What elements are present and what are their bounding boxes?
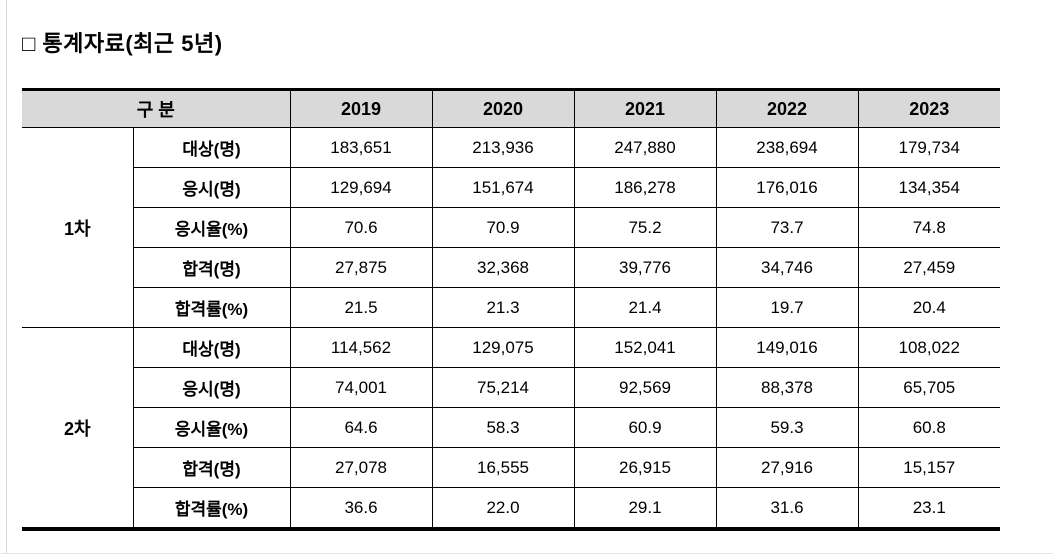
- column-header-year: 2023: [857, 89, 1000, 128]
- row-label: 합격(명): [133, 247, 291, 288]
- value-cell: 129,694: [289, 167, 433, 208]
- value-cell: 152,041: [573, 327, 717, 368]
- table-row: 1차 대상(명) 183,651 213,936 247,880 238,694…: [22, 127, 1000, 328]
- row-group-round1: 1차: [22, 127, 134, 328]
- value-cell: 134,354: [857, 167, 1000, 208]
- table-row: 응시율(%) 70.6 70.9 75.2 73.7 74.8: [22, 207, 1000, 248]
- value-cell: 70.9: [431, 207, 575, 248]
- value-cell: 60.8: [857, 407, 1000, 448]
- value-cell: 27,916: [715, 447, 859, 488]
- table-row: 합격(명) 27,078 16,555 26,915 27,916 15,157: [22, 447, 1000, 488]
- value-cell: 75.2: [573, 207, 717, 248]
- value-cell: 59.3: [715, 407, 859, 448]
- value-cell: 129,075: [431, 327, 575, 368]
- value-cell: 64.6: [289, 407, 433, 448]
- value-cell: 19.7: [715, 287, 859, 328]
- table-row: 2차 대상(명) 114,562 129,075 152,041 149,016…: [22, 327, 1000, 530]
- value-cell: 70.6: [289, 207, 433, 248]
- value-cell: 21.3: [431, 287, 575, 328]
- value-cell: 75,214: [431, 367, 575, 408]
- value-cell: 36.6: [289, 487, 433, 530]
- value-cell: 114,562: [289, 327, 433, 368]
- value-cell: 88,378: [715, 367, 859, 408]
- value-cell: 20.4: [857, 287, 1000, 328]
- value-cell: 34,746: [715, 247, 859, 288]
- column-header-year: 2020: [431, 89, 575, 128]
- page-title: □ 통계자료(최근 5년): [22, 31, 223, 56]
- value-cell: 60.9: [573, 407, 717, 448]
- row-label: 합격률(%): [133, 487, 291, 530]
- table-row: 합격률(%) 36.6 22.0 29.1 31.6 23.1: [22, 487, 1000, 530]
- value-cell: 27,078: [289, 447, 433, 488]
- value-cell: 151,674: [431, 167, 575, 208]
- value-cell: 108,022: [857, 327, 1000, 368]
- row-label: 합격률(%): [133, 287, 291, 328]
- value-cell: 179,734: [857, 127, 1000, 168]
- value-cell: 22.0: [431, 487, 575, 530]
- table-row: 합격(명) 27,875 32,368 39,776 34,746 27,459: [22, 247, 1000, 288]
- value-cell: 15,157: [857, 447, 1000, 488]
- value-cell: 92,569: [573, 367, 717, 408]
- value-cell: 213,936: [431, 127, 575, 168]
- value-cell: 74,001: [289, 367, 433, 408]
- column-header-year: 2022: [715, 89, 859, 128]
- row-label: 합격(명): [133, 447, 291, 488]
- row-label: 응시율(%): [133, 407, 291, 448]
- row-label: 응시(명): [133, 367, 291, 408]
- statistics-table: 구 분 2019 2020 2021 2022 2023 1차 대상(명) 18…: [22, 88, 1000, 531]
- value-cell: 32,368: [431, 247, 575, 288]
- table-row: 응시(명) 74,001 75,214 92,569 88,378 65,705: [22, 367, 1000, 408]
- value-cell: 26,915: [573, 447, 717, 488]
- value-cell: 27,459: [857, 247, 1000, 288]
- value-cell: 31.6: [715, 487, 859, 530]
- row-label: 응시(명): [133, 167, 291, 208]
- table-row: 응시(명) 129,694 151,674 186,278 176,016 13…: [22, 167, 1000, 208]
- value-cell: 74.8: [857, 207, 1000, 248]
- value-cell: 176,016: [715, 167, 859, 208]
- column-header-year: 2019: [289, 89, 433, 128]
- value-cell: 73.7: [715, 207, 859, 248]
- table-header-row: 구 분 2019 2020 2021 2022 2023: [22, 89, 1000, 128]
- value-cell: 247,880: [573, 127, 717, 168]
- value-cell: 186,278: [573, 167, 717, 208]
- value-cell: 23.1: [857, 487, 1000, 530]
- value-cell: 27,875: [289, 247, 433, 288]
- row-label: 대상(명): [132, 327, 291, 368]
- value-cell: 16,555: [431, 447, 575, 488]
- row-group-round2: 2차: [22, 327, 134, 530]
- value-cell: 149,016: [715, 327, 859, 368]
- value-cell: 21.5: [289, 287, 433, 328]
- table-row: 응시율(%) 64.6 58.3 60.9 59.3 60.8: [22, 407, 1000, 448]
- value-cell: 58.3: [431, 407, 575, 448]
- column-header-category: 구 분: [22, 89, 291, 128]
- value-cell: 39,776: [573, 247, 717, 288]
- value-cell: 238,694: [715, 127, 859, 168]
- row-label: 응시율(%): [133, 207, 291, 248]
- row-label: 대상(명): [132, 127, 291, 168]
- value-cell: 65,705: [857, 367, 1000, 408]
- value-cell: 29.1: [573, 487, 717, 530]
- value-cell: 21.4: [573, 287, 717, 328]
- value-cell: 183,651: [289, 127, 433, 168]
- column-header-year: 2021: [573, 89, 717, 128]
- page-margin-guide: [6, 0, 7, 554]
- table-row: 합격률(%) 21.5 21.3 21.4 19.7 20.4: [22, 287, 1000, 328]
